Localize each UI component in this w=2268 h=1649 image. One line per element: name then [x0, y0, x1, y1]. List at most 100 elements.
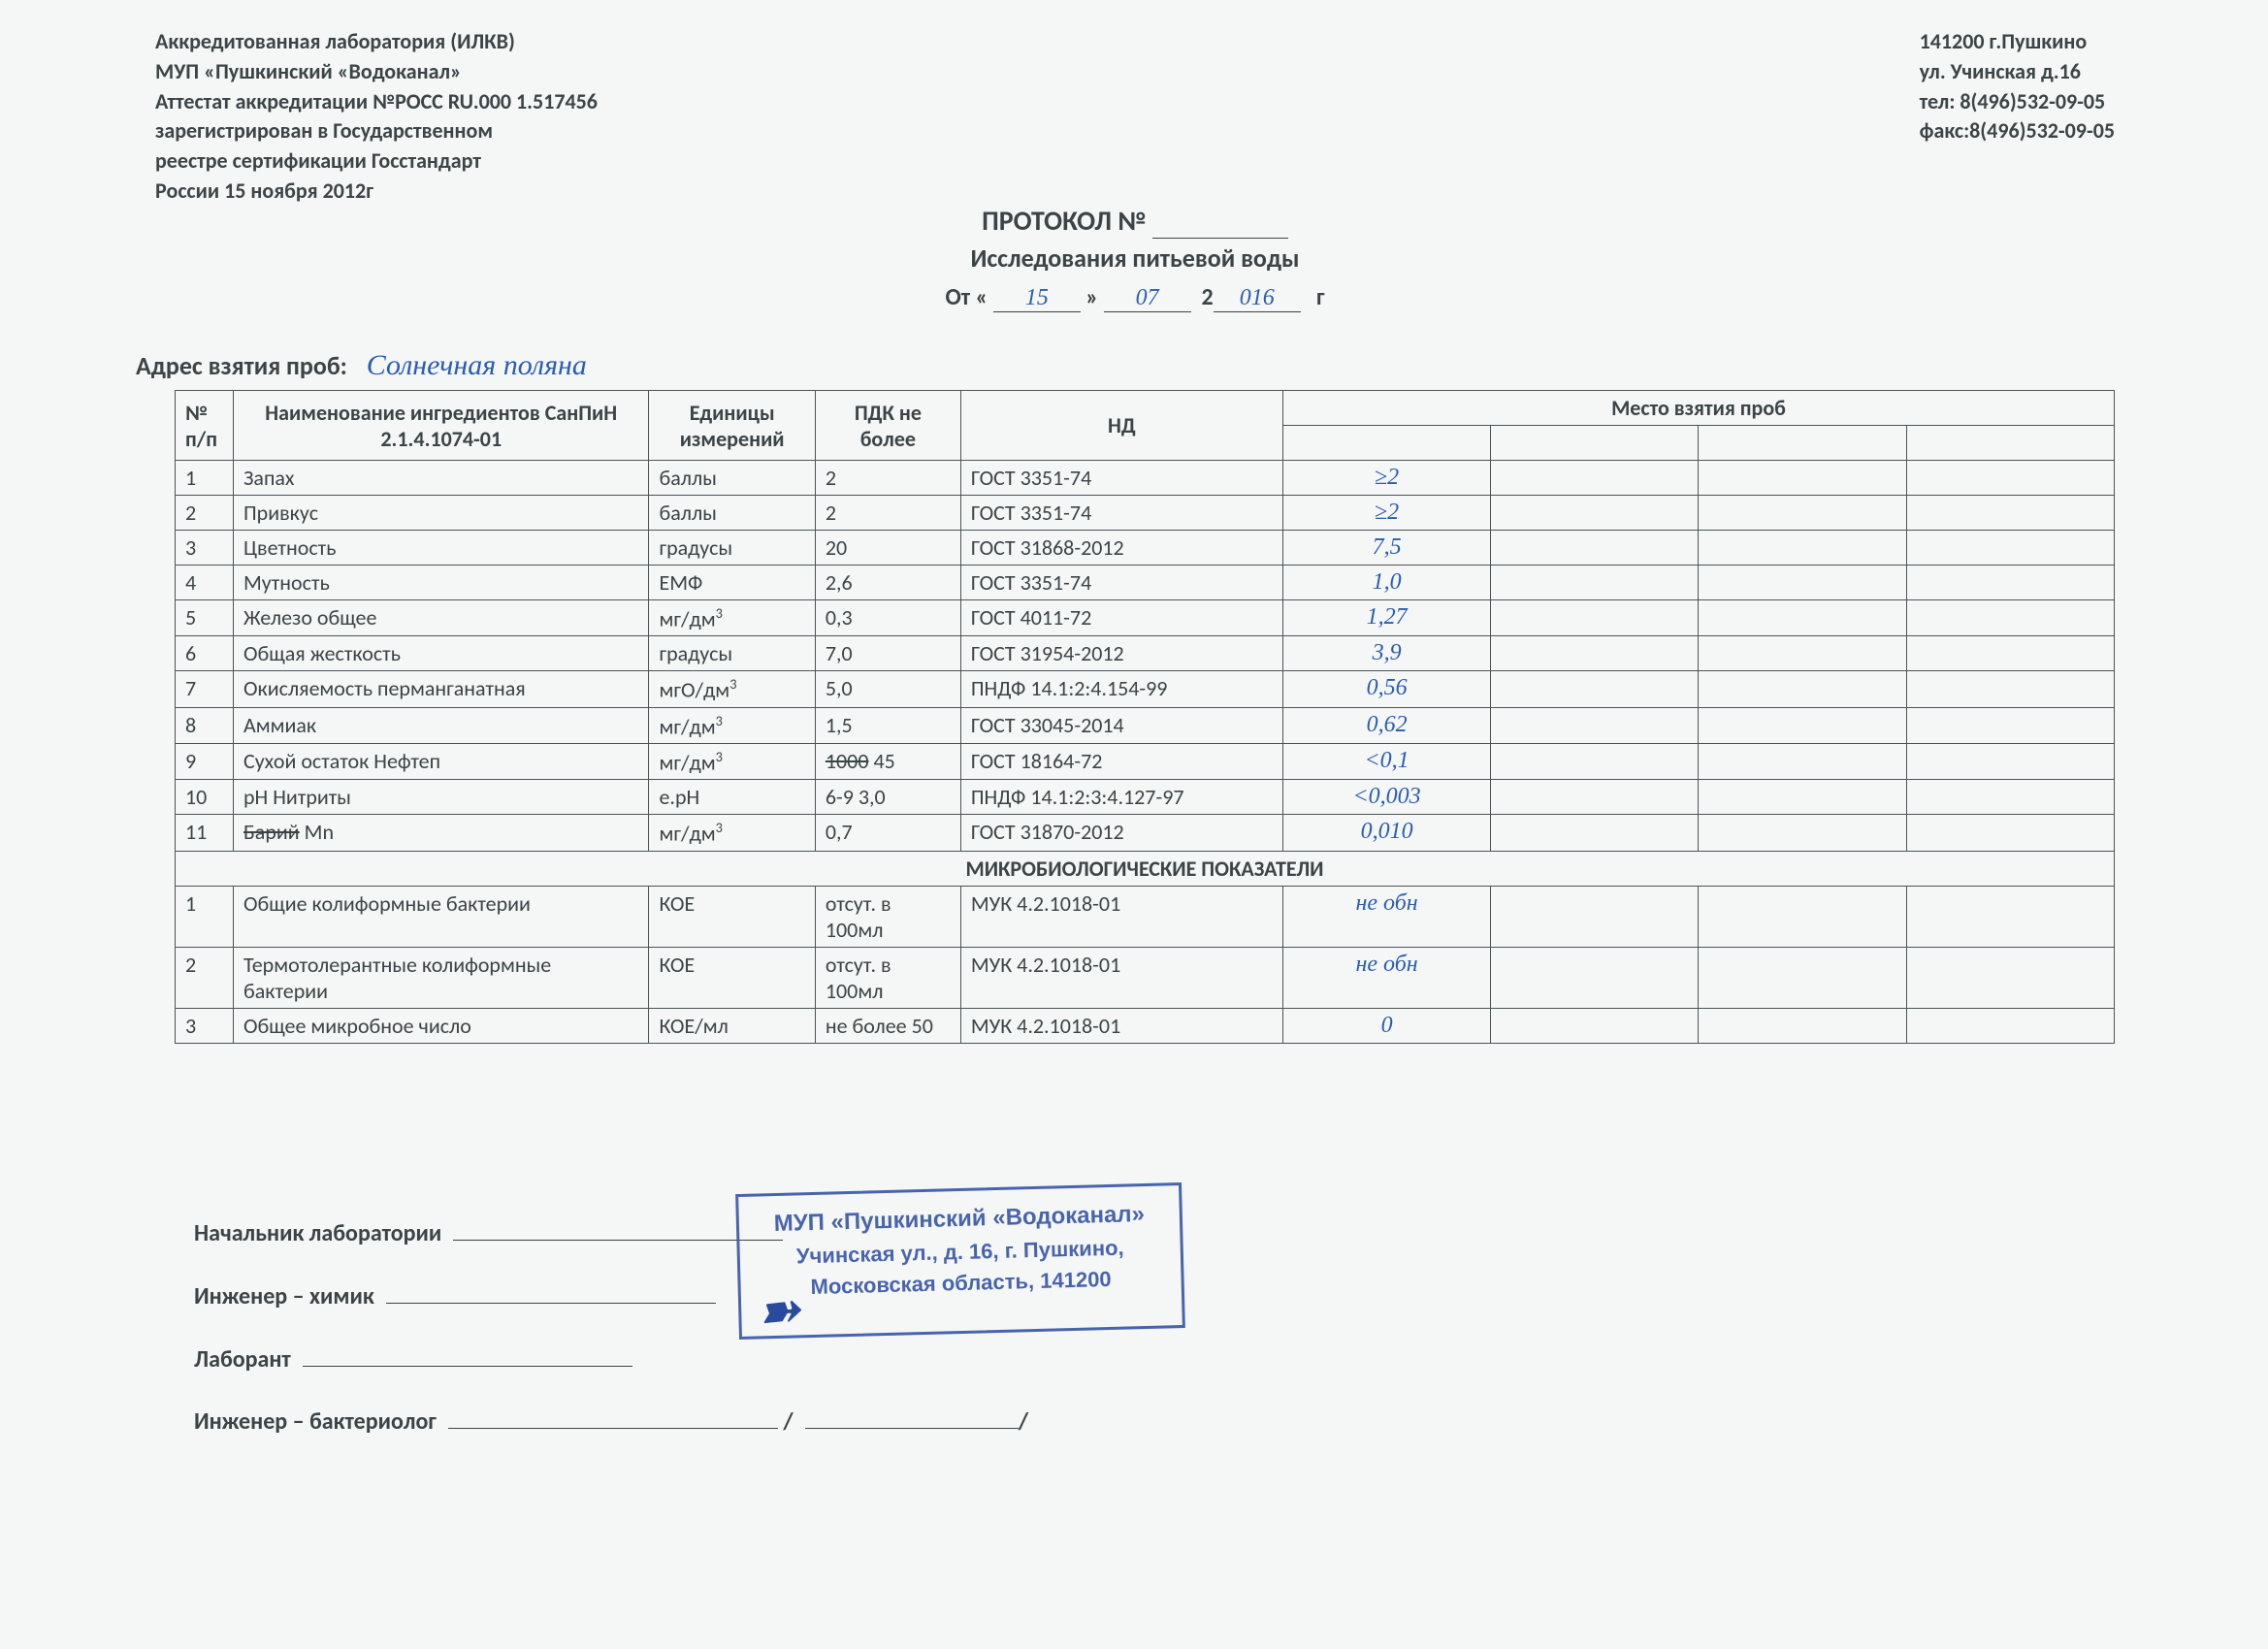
table-cell: 6 — [176, 636, 234, 671]
table-cell: 7,0 — [815, 636, 960, 671]
hdr-right-line: 141200 г.Пушкино — [1920, 27, 2115, 57]
table-cell-empty — [1491, 461, 1699, 496]
table-cell-empty — [1699, 600, 1906, 636]
table-cell-empty — [1906, 461, 2114, 496]
table-cell: мг/дм3 — [649, 743, 815, 779]
table-body-micro-hdr: МИКРОБИОЛОГИЧЕСКИЕ ПОКАЗАТЕЛИ — [176, 851, 2115, 886]
table-cell-empty — [1906, 531, 2114, 566]
col-pdk: ПДК не более — [815, 391, 960, 461]
table-head: № п/п Наименование ингредиентов СанПиН 2… — [176, 391, 2115, 461]
table-cell-empty — [1906, 815, 2114, 851]
table-row: 3Цветностьградусы20ГОСТ 31868-20127,5 — [176, 531, 2115, 566]
hdr-left-line: России 15 ноября 2012г — [155, 177, 598, 207]
table-cell: ГОСТ 3351-74 — [960, 496, 1282, 531]
table-body-chem: 1Запахбаллы2ГОСТ 3351-74≥2 2Привкусбаллы… — [176, 461, 2115, 852]
table-cell-empty — [1906, 947, 2114, 1008]
table-cell: баллы — [649, 461, 815, 496]
table-cell: 3 — [176, 531, 234, 566]
sig-label: Инженер – бактериолог — [194, 1407, 437, 1436]
table-cell: ГОСТ 3351-74 — [960, 461, 1282, 496]
table-cell: Сухой остаток Нефтеп — [233, 743, 649, 779]
table-row: 1Запахбаллы2ГОСТ 3351-74≥2 — [176, 461, 2115, 496]
micro-header: МИКРОБИОЛОГИЧЕСКИЕ ПОКАЗАТЕЛИ — [176, 851, 2115, 886]
table-cell: Железо общее — [233, 600, 649, 636]
table-cell: 5,0 — [815, 671, 960, 707]
table-cell: 1 — [176, 886, 234, 947]
protocol-number-blank — [1152, 204, 1288, 239]
table-cell: 5 — [176, 600, 234, 636]
table-cell-empty — [1699, 1008, 1906, 1043]
table-cell: КОЕ — [649, 886, 815, 947]
table-cell-empty — [1699, 496, 1906, 531]
table-cell: ПНДФ 14.1:2:4.154-99 — [960, 671, 1282, 707]
table-cell: ГОСТ 3351-74 — [960, 566, 1282, 600]
table-cell: МУК 4.2.1018-01 — [960, 1008, 1282, 1043]
table-cell-empty — [1906, 566, 2114, 600]
table-cell-empty — [1906, 743, 2114, 779]
table-row: 5Железо общеемг/дм30,3ГОСТ 4011-721,27 — [176, 600, 2115, 636]
protocol-label: ПРОТОКОЛ № — [982, 204, 1147, 238]
year-rest: 016 — [1214, 285, 1301, 312]
table-cell: ГОСТ 31868-2012 — [960, 531, 1282, 566]
address-value: Солнечная поляна — [367, 349, 587, 381]
table-cell: 2 — [815, 461, 960, 496]
table-cell-empty — [1906, 636, 2114, 671]
table-cell: 1000 45 — [815, 743, 960, 779]
table-cell-empty — [1906, 496, 2114, 531]
result-value: ≥2 — [1282, 461, 1490, 496]
hdr-left-line: Аккредитованная лаборатория (ИЛКВ) — [155, 27, 598, 57]
result-value: 0 — [1282, 1008, 1490, 1043]
table-cell: отсут. в 100мл — [815, 947, 960, 1008]
table-cell: мгО/дм3 — [649, 671, 815, 707]
col-nd: НД — [960, 391, 1282, 461]
table-cell: 6-9 3,0 — [815, 780, 960, 815]
year-prefix: 2 — [1202, 283, 1214, 311]
table-cell: градусы — [649, 636, 815, 671]
result-value: 3,9 — [1282, 636, 1490, 671]
sig-label: Начальник лаборатории — [194, 1219, 441, 1247]
title-block: ПРОТОКОЛ № Исследования питьевой воды От… — [58, 204, 2212, 312]
col-place-1 — [1282, 426, 1490, 461]
table-cell: Общее микробное число — [233, 1008, 649, 1043]
table-cell-empty — [1491, 566, 1699, 600]
table-cell-empty — [1491, 743, 1699, 779]
table-cell: Запах — [233, 461, 649, 496]
col-place: Место взятия проб — [1282, 391, 2114, 426]
result-value: 0,56 — [1282, 671, 1490, 707]
table-cell-empty — [1491, 780, 1699, 815]
table-cell: 9 — [176, 743, 234, 779]
org-stamp: МУП «Пушкинский «Водоканал» Учинская ул.… — [735, 1182, 1185, 1340]
table-cell: 2 — [176, 496, 234, 531]
sig-label: Лаборант — [194, 1345, 291, 1374]
table-cell: 2,6 — [815, 566, 960, 600]
sig-label: Инженер – химик — [194, 1282, 374, 1310]
col-unit: Единицы измерений — [649, 391, 815, 461]
table-cell-empty — [1906, 886, 2114, 947]
result-value: 7,5 — [1282, 531, 1490, 566]
table-cell-empty — [1491, 531, 1699, 566]
table-cell: Привкус — [233, 496, 649, 531]
table-cell-empty — [1491, 1008, 1699, 1043]
table-cell: КОЕ/мл — [649, 1008, 815, 1043]
date-month: 07 — [1104, 285, 1191, 312]
table-cell-empty — [1491, 671, 1699, 707]
protocol-title: ПРОТОКОЛ № — [58, 204, 2212, 239]
table-cell-empty — [1699, 780, 1906, 815]
result-value: не обн — [1282, 886, 1490, 947]
table-cell-empty — [1699, 671, 1906, 707]
table-cell-empty — [1906, 1008, 2114, 1043]
table-cell-empty — [1906, 780, 2114, 815]
hdr-right-line: тел: 8(496)532-09-05 — [1920, 87, 2115, 117]
table-cell-empty — [1906, 671, 2114, 707]
table-row: 11Барий Mnмг/дм30,7ГОСТ 31870-20120,010 — [176, 815, 2115, 851]
table-row: 10рН Нитритые.рН6-9 3,0ПНДФ 14.1:2:3:4.1… — [176, 780, 2115, 815]
table-cell-empty — [1699, 566, 1906, 600]
table-cell: 2 — [815, 496, 960, 531]
table-cell: ГОСТ 4011-72 — [960, 600, 1282, 636]
table-cell: 11 — [176, 815, 234, 851]
table-cell-empty — [1491, 707, 1699, 743]
sig-line — [805, 1428, 1019, 1429]
table-cell: 3 — [176, 1008, 234, 1043]
table-row: 7Окисляемость перманганатнаямгО/дм35,0ПН… — [176, 671, 2115, 707]
col-place-4 — [1906, 426, 2114, 461]
